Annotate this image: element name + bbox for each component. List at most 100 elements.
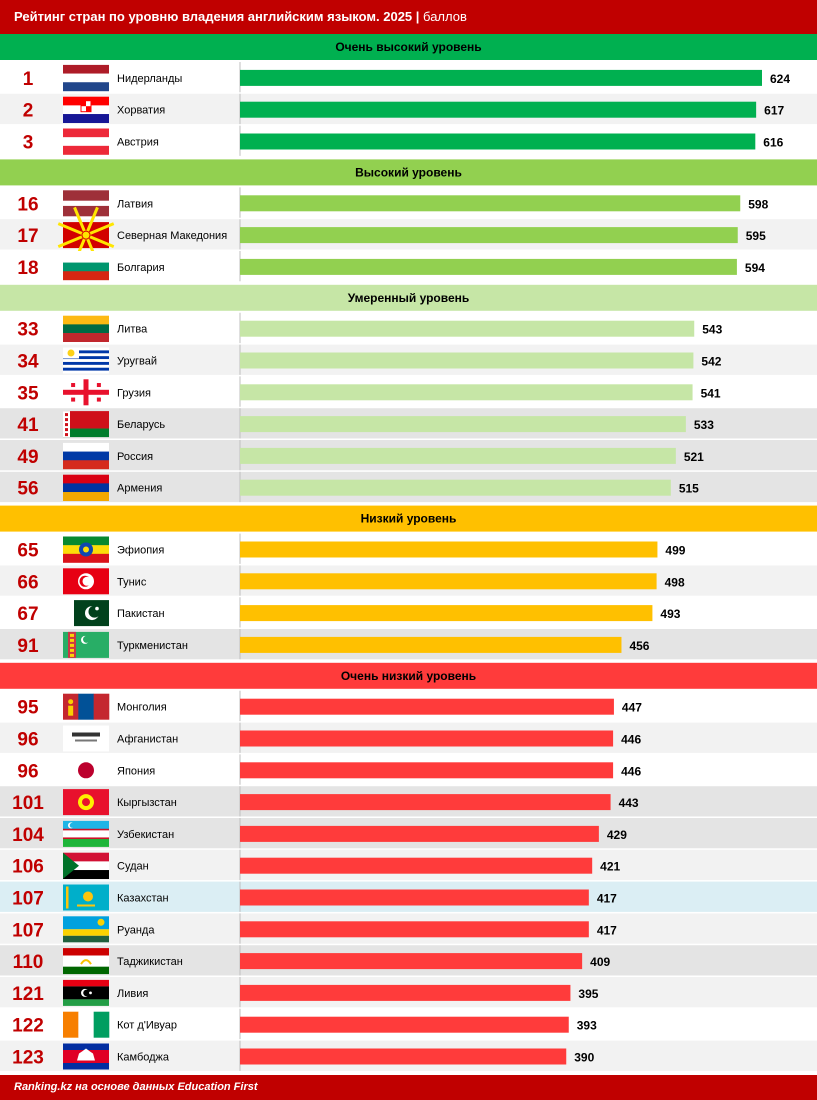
country-name: Австрия — [117, 137, 159, 149]
country-name: Казахстан — [117, 893, 169, 905]
chart-unit: баллов — [423, 9, 467, 24]
rank-number: 106 — [12, 857, 44, 878]
latvia-flag — [63, 190, 109, 217]
level-label: Высокий уровень — [355, 165, 462, 179]
tunisia-flag — [63, 568, 109, 595]
rank-number: 121 — [12, 984, 44, 1005]
russia-flag — [63, 442, 109, 470]
bar-value-label: 429 — [607, 828, 627, 842]
bar-value-label: 595 — [746, 229, 766, 243]
bar-value-label: 616 — [763, 136, 783, 150]
bar-value-label: 498 — [665, 575, 685, 589]
country-name: Руанда — [117, 924, 155, 936]
country-row: 121 Ливия 395 — [0, 977, 817, 1008]
bar — [240, 195, 741, 212]
country-name: Грузия — [117, 387, 151, 399]
bar-value-label: 515 — [679, 482, 699, 496]
libya-flag — [63, 979, 109, 1006]
country-name: Япония — [117, 765, 155, 777]
bar — [240, 825, 599, 842]
tajikistan-flag — [63, 948, 109, 975]
level-header: Очень высокий уровень — [0, 34, 817, 60]
bar — [240, 762, 614, 779]
bar-value-label: 417 — [597, 923, 617, 937]
rank-number: 56 — [17, 479, 38, 500]
cambodia-flag — [63, 1043, 109, 1070]
bar-value-label: 521 — [684, 450, 704, 464]
country-name: Афганистан — [117, 734, 178, 746]
bar-value-label: 533 — [694, 418, 714, 432]
rank-number: 91 — [17, 636, 39, 657]
georgia-flag — [63, 379, 109, 406]
chart-footer: Ranking.kz на основе данных Education Fi… — [0, 1075, 817, 1100]
bar-value-label: 443 — [619, 796, 639, 810]
kyrgyzstan-flag — [63, 789, 109, 816]
bar — [240, 1016, 569, 1033]
bar — [240, 227, 738, 244]
level-header: Очень низкий уровень — [0, 662, 817, 689]
rank-number: 107 — [12, 920, 44, 941]
rank-number: 18 — [17, 258, 38, 279]
bar — [240, 1048, 567, 1065]
country-name: Эфиопия — [117, 545, 164, 557]
bar — [240, 416, 686, 433]
rank-number: 35 — [17, 383, 39, 404]
kazakhstan-flag — [63, 884, 109, 911]
bar-value-label: 395 — [578, 987, 598, 1001]
country-name: Армения — [117, 483, 162, 495]
rank-number: 95 — [17, 698, 39, 719]
bar-value-label: 594 — [745, 261, 765, 275]
bar — [240, 730, 614, 747]
rank-number: 33 — [17, 320, 38, 341]
rank-number: 65 — [17, 541, 39, 562]
rwanda-flag — [63, 916, 109, 943]
level-header: Низкий уровень — [0, 505, 817, 532]
country-name: Нидерланды — [117, 73, 182, 85]
country-name: Латвия — [117, 198, 153, 210]
bar — [240, 384, 693, 401]
country-name: Узбекистан — [117, 829, 174, 841]
country-row: 107 Казахстан 417 — [0, 881, 817, 912]
country-row: 16 Латвия 598 — [0, 187, 817, 218]
bar — [240, 605, 653, 622]
level-label: Очень низкий уровень — [341, 669, 476, 683]
bar — [240, 921, 589, 938]
rank-number: 67 — [17, 604, 38, 625]
bar-value-label: 624 — [770, 72, 790, 86]
rank-number: 66 — [17, 572, 38, 593]
country-row: 123 Камбоджа 390 — [0, 1040, 817, 1071]
bar-value-label: 456 — [629, 639, 649, 653]
country-row: 104 Узбекистан 429 — [0, 818, 817, 849]
bulgaria-flag — [63, 253, 109, 281]
rank-number: 16 — [17, 194, 38, 215]
country-row: 56 Армения 515 — [0, 471, 817, 503]
bar-value-label: 543 — [702, 323, 722, 337]
level-header-bg — [0, 159, 817, 186]
bar-value-label: 542 — [701, 355, 721, 369]
country-name: Туркменистан — [117, 640, 188, 652]
rank-number: 122 — [12, 1016, 44, 1037]
level-header: Высокий уровень — [0, 159, 817, 186]
country-row: 110 Таджикистан 409 — [0, 945, 817, 976]
country-row: 2 Хорватия 617 — [0, 93, 817, 125]
country-row: 17 Северная Македония 595 — [0, 206, 817, 264]
pakistan-flag — [63, 600, 109, 627]
bar — [240, 889, 589, 906]
country-row: 67 Пакистан 493 — [0, 597, 817, 628]
bar-value-label: 417 — [597, 892, 617, 906]
level-label: Умеренный уровень — [348, 291, 470, 305]
bar — [240, 636, 622, 653]
japan-flag — [63, 757, 109, 784]
level-header-bg — [0, 662, 817, 689]
bar-value-label: 617 — [764, 104, 784, 118]
country-row: 49 Россия 521 — [0, 440, 817, 471]
bar — [240, 953, 583, 970]
bar — [240, 794, 611, 811]
country-row: 95 Монголия 447 — [0, 690, 817, 722]
ivory-coast-flag — [63, 1011, 110, 1038]
bar — [240, 320, 695, 337]
bar — [240, 479, 671, 496]
source-note: Ranking.kz на основе данных Education Fi… — [14, 1081, 258, 1093]
country-name: Кыргызстан — [117, 797, 177, 809]
bar — [240, 857, 593, 874]
